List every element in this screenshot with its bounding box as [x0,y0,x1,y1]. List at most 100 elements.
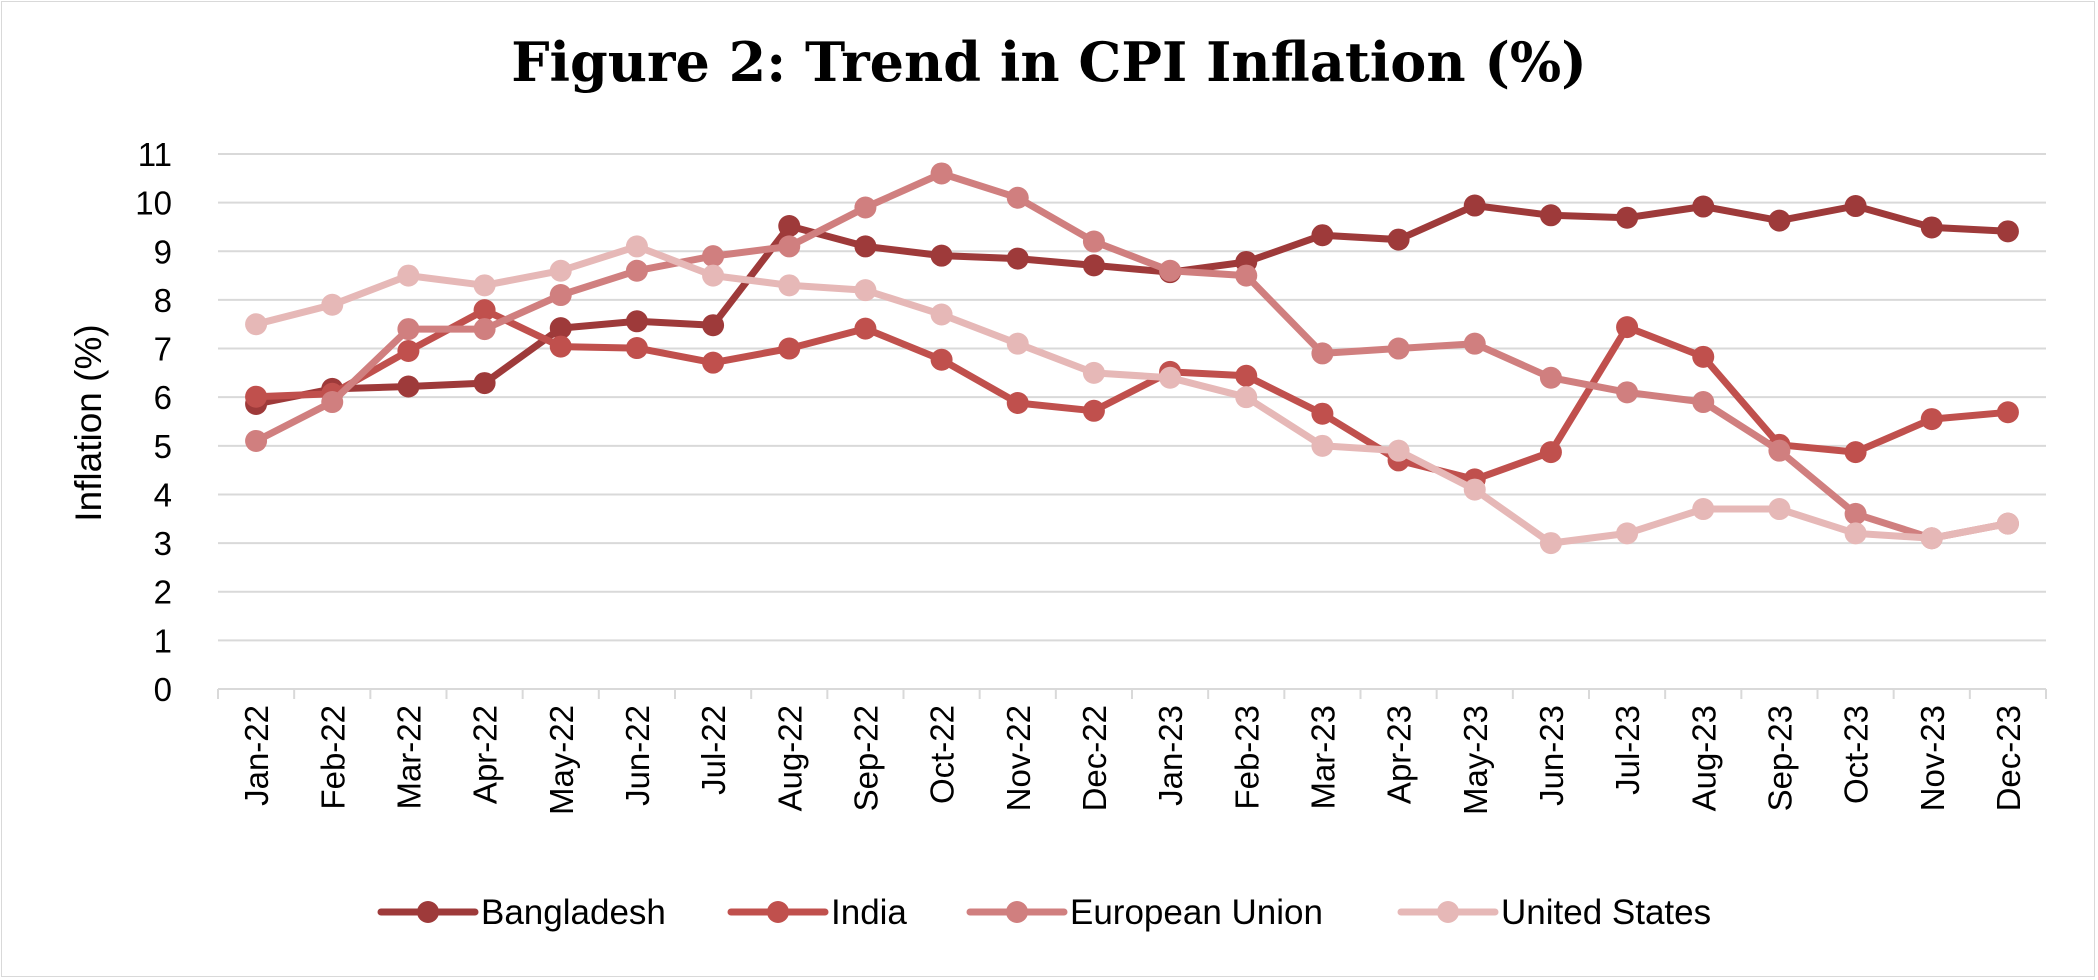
data-point [1996,512,2019,535]
data-point [778,235,801,258]
legend-swatch-marker [767,901,789,923]
legend-item-bangladesh: Bangladesh [377,893,666,932]
y-axis-title: Inflation (%) [68,324,109,521]
data-point [1844,441,1867,464]
x-tick-label: Dec-23 [1990,705,2027,811]
legend: Bangladesh India European Union United Stat… [377,893,1711,932]
series-lines [245,162,2019,555]
data-point [1082,399,1105,422]
data-point [1235,364,1258,387]
legend-label: India [831,893,907,932]
y-tick-label: 10 [135,185,172,222]
data-point [1692,498,1715,521]
x-tick-label: Jul-22 [695,705,732,795]
data-point [473,274,496,297]
data-point [549,317,572,340]
y-tick-label: 1 [154,622,172,659]
data-point [1692,195,1715,218]
data-point [321,391,344,414]
data-point [1311,434,1334,457]
data-point [245,429,268,452]
y-tick-label: 5 [154,428,172,465]
data-point [1082,230,1105,253]
data-point [1235,264,1258,287]
data-point [625,310,648,333]
data-point [1996,401,2019,424]
data-point [397,318,420,341]
y-tick-label: 8 [154,282,172,319]
x-tick-label: Nov-23 [1914,705,1951,811]
x-tick-label: Jun-23 [1533,705,1570,806]
data-point [397,264,420,287]
data-point [1844,195,1867,218]
x-tick-label: Feb-23 [1228,705,1265,810]
data-point [1692,391,1715,414]
y-tick-label: 3 [154,525,172,562]
data-point [549,335,572,358]
x-tick-label: Aug-23 [1685,705,1722,811]
data-point [321,293,344,316]
data-point [549,259,572,282]
data-point [245,313,268,336]
series-line-european-union [252,170,2012,542]
x-tick-label: Sep-22 [847,705,884,811]
data-point [1616,316,1639,339]
data-point [854,317,877,340]
x-tick-label: Feb-22 [314,705,351,810]
gridlines [218,153,2046,642]
legend-item-united-states: United States [1397,893,1711,932]
data-point [1006,186,1029,209]
data-point [1539,366,1562,389]
data-point [1082,361,1105,384]
x-tick-label: Jun-22 [619,705,656,806]
y-tick-label: 7 [154,331,172,368]
x-tick-label: Jul-23 [1609,705,1646,795]
data-point [1539,441,1562,464]
x-tick-label: Dec-22 [1076,705,1113,811]
data-point [1920,408,1943,431]
data-point [473,372,496,395]
data-point [1311,224,1334,247]
data-point [702,314,725,337]
data-point [1235,386,1258,409]
x-tick-label: May-22 [543,705,580,815]
data-point [778,337,801,360]
data-point [1616,381,1639,404]
y-tick-label: 6 [154,379,172,416]
data-point [625,337,648,360]
data-point [1920,527,1943,550]
legend-label: European Union [1070,893,1323,932]
data-point [702,351,725,374]
data-point [1082,254,1105,277]
x-tick-label: Apr-23 [1381,705,1418,804]
data-point [1463,332,1486,355]
data-point [1616,206,1639,229]
x-tick-label: Apr-22 [467,705,504,804]
data-point [1996,220,2019,243]
series-line-united-states [252,242,2012,547]
y-tick-label: 0 [154,671,172,708]
x-tick-label: Mar-23 [1304,705,1341,810]
data-point [473,318,496,341]
data-point [397,375,420,398]
chart-title: Figure 2: Trend in CPI Inflation (%) [511,30,1587,94]
legend-swatch-marker [1006,901,1028,923]
data-point [245,385,268,408]
data-point [1006,392,1029,415]
x-tick-label: May-23 [1457,705,1494,815]
x-tick-label: Aug-22 [771,705,808,811]
legend-label: Bangladesh [481,893,666,932]
data-point [1768,439,1791,462]
legend-label: United States [1501,893,1711,932]
data-point [1616,522,1639,545]
x-tick-label: Jan-23 [1152,705,1189,806]
data-point [1539,204,1562,227]
data-point [1768,209,1791,232]
legend-item-india: India [727,893,907,932]
data-point [930,348,953,371]
data-point [1387,439,1410,462]
series-bangladesh [245,194,2019,415]
series-india [245,299,2019,491]
